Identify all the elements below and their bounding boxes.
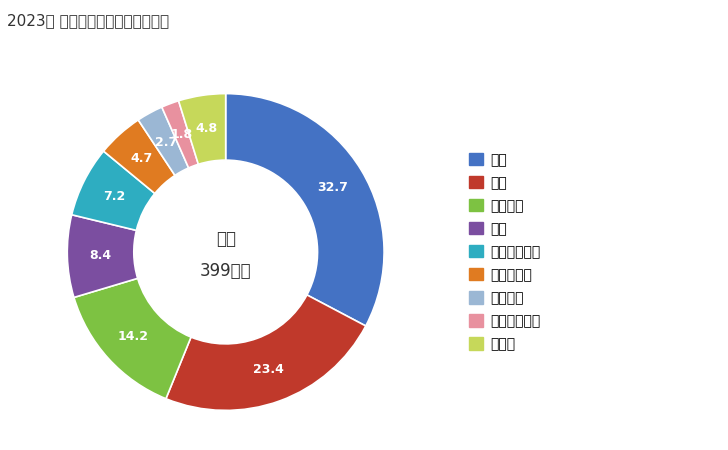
Wedge shape [74,279,191,399]
Wedge shape [226,94,384,326]
Wedge shape [138,107,189,176]
Text: 4.8: 4.8 [196,122,218,135]
Wedge shape [67,215,138,297]
Wedge shape [178,94,226,164]
Text: 8.4: 8.4 [90,249,111,262]
Text: 2.7: 2.7 [154,136,177,149]
Text: 1.8: 1.8 [170,128,193,141]
Wedge shape [72,151,155,230]
Text: 399億円: 399億円 [200,262,251,280]
Text: 総額: 総額 [215,230,236,248]
Wedge shape [162,101,198,168]
Text: 4.7: 4.7 [131,153,153,166]
Text: 32.7: 32.7 [317,181,348,194]
Text: 14.2: 14.2 [117,330,149,342]
Text: 2023年 輸入相手国のシェア（％）: 2023年 輸入相手国のシェア（％） [7,14,170,28]
Wedge shape [166,295,365,410]
Text: 7.2: 7.2 [103,189,125,202]
Legend: 米国, 中国, フランス, 韓国, オーストリア, デンマーク, イタリア, インドネシア, その他: 米国, 中国, フランス, 韓国, オーストリア, デンマーク, イタリア, イ… [462,146,547,358]
Wedge shape [103,120,175,194]
Text: 23.4: 23.4 [253,363,284,376]
